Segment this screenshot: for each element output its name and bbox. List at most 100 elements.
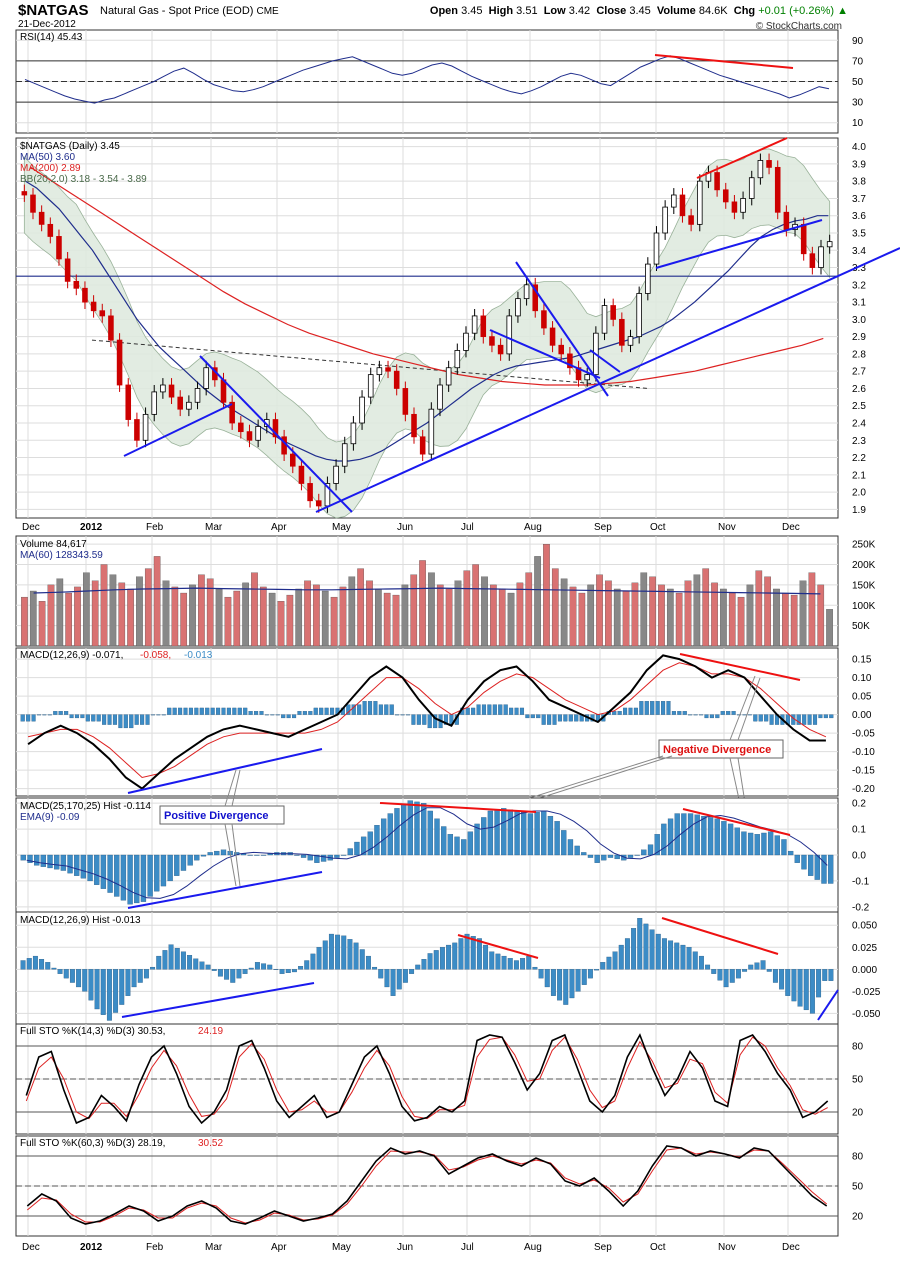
sto1-ytick-label: 50 [852, 1075, 864, 1086]
macd3-positive-divergence-line [121, 982, 315, 1018]
sto2-k-line [26, 1145, 828, 1225]
macd2-histogram-bar [194, 854, 200, 861]
macd2-histogram-bar [147, 854, 153, 897]
macd2-ytick-label: 0.2 [852, 799, 866, 810]
volume-value: 84.6K [698, 5, 728, 17]
macd3-histogram-bar [217, 969, 223, 977]
candle-body [64, 258, 71, 282]
macd2-histogram-bar [20, 854, 26, 861]
price-ytick-label: 1.9 [852, 505, 866, 516]
macd1-histogram-bar [704, 714, 709, 719]
price-ytick-label: 3.3 [852, 263, 866, 274]
macd2-histogram-bar [781, 839, 787, 856]
sto2-legend-entry: 30.52 [198, 1138, 223, 1149]
macd1-histogram-bar [281, 714, 286, 719]
price-xtick-label: Mar [205, 522, 223, 533]
macd2-histogram-bar [74, 854, 80, 876]
volume-bar [198, 574, 205, 647]
macd1-histogram-bar [226, 707, 231, 715]
macd2-histogram-bar [427, 810, 433, 856]
macd3-histogram-bar [723, 969, 729, 988]
candle-body [800, 223, 807, 255]
bottom-xtick-label: Apr [271, 1242, 287, 1253]
macd3-ytick-label: -0.050 [852, 1009, 881, 1020]
price-xtick-label: Feb [146, 522, 164, 533]
bottom-xtick-label: Dec [782, 1242, 800, 1253]
macd1-histogram-bar [64, 711, 69, 715]
macd3-histogram-bar [828, 969, 834, 981]
volume-bar [782, 592, 789, 647]
volume-ytick-label: 200K [852, 560, 876, 571]
macd3-histogram-bar [643, 923, 649, 970]
macd2-histogram-bar [360, 836, 367, 856]
macd1-histogram-bar [427, 714, 432, 729]
macd1-histogram-bar [823, 714, 828, 719]
macd3-histogram-bar [211, 969, 217, 971]
candle-body [246, 431, 253, 441]
macd3-negative-divergence-line [457, 934, 539, 959]
callout-pointer [729, 675, 756, 741]
volume-bar [605, 580, 612, 647]
macd2-histogram-bar [667, 818, 674, 856]
macd3-histogram-bar [310, 953, 316, 970]
volume-bar [746, 584, 754, 647]
macd1-histogram-bar [26, 714, 31, 722]
macd1-ytick-label: -0.20 [852, 784, 875, 795]
macd1-histogram-bar [237, 707, 242, 715]
macd1-histogram-bar [254, 711, 259, 715]
chg-label: Chg [733, 5, 756, 17]
volume-bar [596, 574, 603, 647]
macd1-histogram-bar [286, 714, 291, 719]
macd2-histogram-bar [801, 854, 807, 870]
candle-body [445, 367, 452, 386]
macd3-histogram-bar [618, 944, 624, 970]
blue-trendline [589, 349, 621, 373]
price-ytick-label: 2.4 [852, 419, 866, 430]
macd3-histogram-bar [544, 969, 550, 988]
negative-divergence-label: Negative Divergence [663, 744, 771, 756]
macd1-histogram-bar [297, 711, 302, 715]
macd2-histogram-bar [581, 852, 587, 856]
macd3-histogram-bar [637, 918, 643, 970]
candle-body [541, 310, 547, 329]
bottom-xtick-label: Dec [22, 1242, 40, 1253]
macd2-histogram-bar [207, 852, 213, 856]
macd3-histogram-bar [594, 969, 600, 971]
macd3-histogram-bar [285, 969, 291, 974]
candle-body [298, 465, 305, 484]
rsi-ytick-label: 30 [852, 98, 864, 109]
volume-bar [675, 592, 683, 647]
bottom-xtick-label: May [332, 1242, 351, 1253]
macd2-histogram-bar [380, 818, 387, 856]
macd2-histogram-bar [514, 810, 520, 856]
macd3-histogram-bar [655, 933, 661, 970]
macd1-histogram-bar [243, 707, 248, 715]
candle-body [116, 339, 123, 386]
macd2-ytick-label: 0.0 [852, 851, 866, 862]
price-xtick-label: Jul [461, 522, 474, 533]
macd1-histogram-bar [812, 714, 818, 725]
macd2-histogram-bar [200, 854, 207, 857]
volume-bar [445, 588, 453, 647]
macd2-histogram-bar [828, 854, 834, 884]
candle-body [731, 201, 738, 213]
macd2-histogram-bar [534, 812, 540, 856]
price-ytick-label: 2.6 [852, 384, 866, 395]
macd3-histogram-bar [82, 969, 88, 992]
stockcharts-credit[interactable]: © StockCharts.com [755, 21, 842, 32]
macd1-ytick-label: 0.05 [852, 692, 872, 703]
candle-body [142, 413, 149, 441]
volume-bar [83, 572, 90, 647]
volume-bar [401, 584, 409, 647]
candle-body [489, 336, 495, 346]
macd3-histogram-bar [51, 967, 57, 970]
price-ytick-label: 2.5 [852, 401, 866, 412]
volume-bar [383, 592, 391, 647]
macd3-histogram-bar [661, 938, 667, 970]
rsi-line [24, 55, 830, 104]
volume-bar [826, 609, 833, 647]
callout-pointer [231, 769, 241, 807]
macd3-histogram-bar [359, 949, 365, 970]
candle-body [367, 374, 374, 398]
volume-bar [684, 580, 692, 647]
